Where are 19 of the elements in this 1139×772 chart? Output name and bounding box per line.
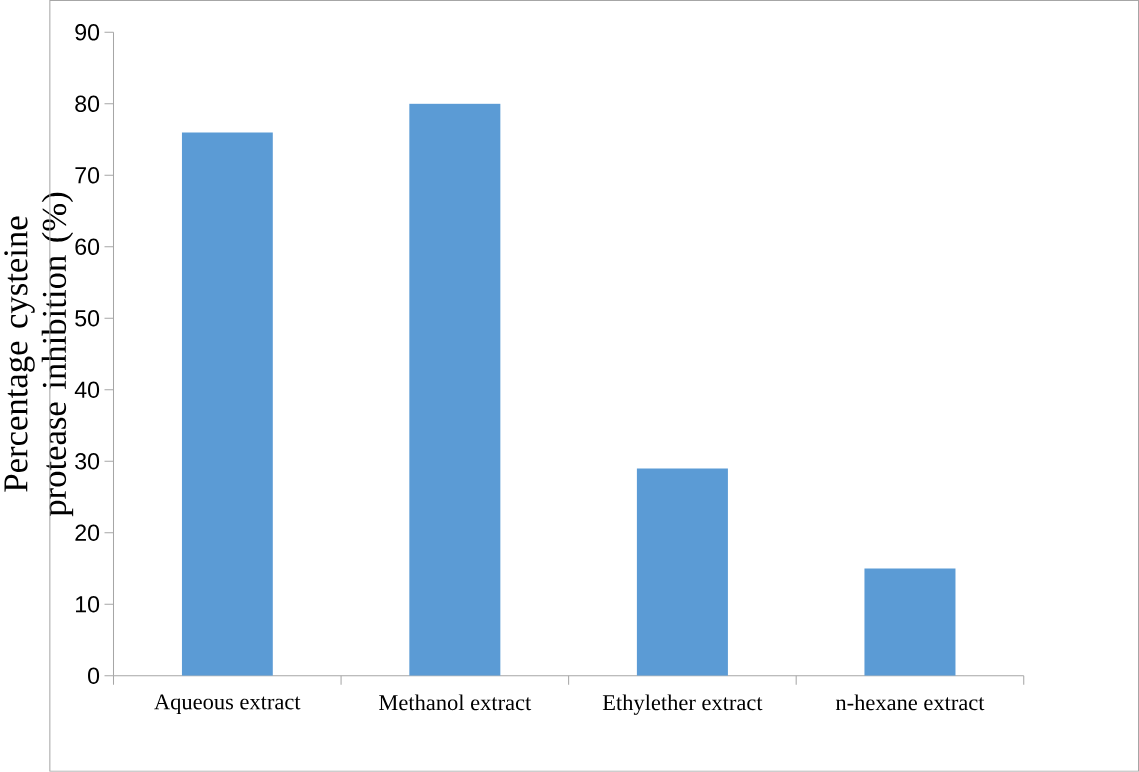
y-tick-label: 70 [75, 167, 100, 184]
y-tick-label: 50 [75, 310, 100, 327]
y-axis-title: Percentage cysteine protease inhibition (%) [4, 192, 74, 517]
bar [409, 103, 501, 676]
y-tick-label: 0 [88, 667, 100, 685]
bar [636, 468, 728, 676]
y-tick-label: 60 [75, 238, 100, 256]
x-tick-label: Ethylether extract [602, 694, 763, 715]
x-tick-label: Aqueous extract [154, 694, 301, 715]
x-tick-label: n-hexane extract [835, 694, 985, 711]
y-tick-label: 80 [75, 95, 100, 113]
y-tick-label: 10 [76, 596, 100, 613]
y-tick-label: 20 [75, 524, 100, 542]
bar [864, 568, 956, 676]
y-tick-label: 90 [75, 24, 100, 41]
y-tick-label: 30 [75, 453, 100, 470]
x-tick-label: Methanol extract [379, 694, 532, 711]
bar [181, 132, 273, 676]
y-tick-label: 40 [74, 381, 100, 399]
